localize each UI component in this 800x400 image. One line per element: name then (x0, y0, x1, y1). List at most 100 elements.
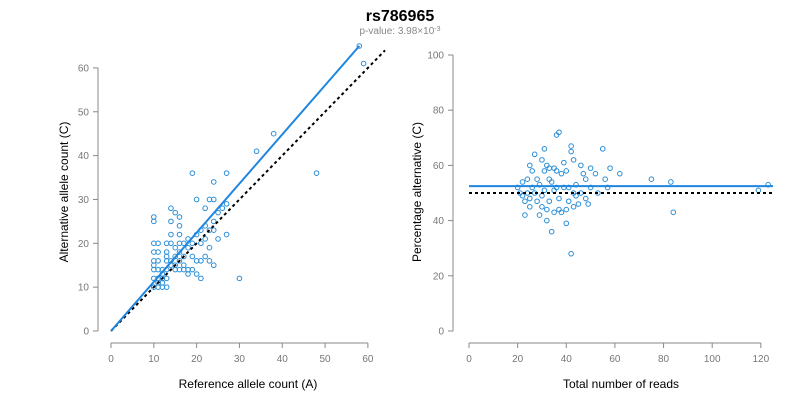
allele-y-tick-label: 30 (78, 195, 90, 206)
allele-y-tick-label: 10 (78, 283, 90, 294)
allele-data-point (176, 222, 183, 229)
allele-data-point (223, 170, 230, 176)
allele-data-point (193, 196, 200, 203)
allele-data-point (360, 60, 367, 67)
percentage-data-point (539, 192, 545, 199)
percentage-data-point (575, 201, 582, 207)
percentage-data-point (565, 198, 572, 205)
allele-data-point (210, 196, 217, 203)
p-value-exponent: -3 (434, 26, 440, 33)
percentage-data-point (522, 212, 528, 218)
percentage-data-point (548, 179, 555, 185)
percentage-x-tick-label: 60 (609, 354, 621, 365)
percentage-data-point (568, 143, 574, 149)
allele-data-point (151, 266, 157, 273)
allele-x-tick-label: 20 (191, 354, 203, 365)
percentage-data-point (585, 201, 591, 207)
allele-data-point (210, 179, 217, 185)
allele-data-point (163, 249, 170, 255)
allele-data-point (176, 231, 183, 238)
p-value-text: p-value: 3.98×10 (359, 26, 434, 37)
allele-y-tick-label: 20 (78, 239, 90, 250)
percentage-data-point (548, 228, 555, 235)
percentage-data-point (544, 217, 550, 224)
percentage-data-point (561, 159, 567, 166)
percentage-data-point (570, 157, 577, 163)
allele-data-point (172, 209, 179, 216)
allele-data-point (210, 218, 217, 225)
percentage-data-point (607, 165, 613, 171)
percentage-data-point (648, 176, 655, 182)
percentage-panel: 0 20 40 60 80 100 120 0 20 40 60 80 100 Total number … (410, 51, 773, 391)
percentage-data-point (563, 220, 570, 227)
allele-data-point (155, 240, 161, 247)
percentage-data-point (599, 146, 606, 152)
allele-y-tick-label: 60 (78, 63, 90, 74)
percentage-data-point (527, 195, 533, 202)
percentage-data-point (524, 176, 531, 182)
allele-data-point (215, 209, 221, 216)
percentage-data-point (527, 162, 533, 169)
percentage-data-point (602, 176, 608, 182)
allele-data-point (168, 218, 174, 225)
allele-y-tick-label: 0 (83, 327, 89, 338)
percentage-data-point (539, 157, 545, 163)
chart-title: rs786965 (366, 8, 435, 25)
percentage-data-point (553, 168, 560, 174)
percentage-data-point (563, 168, 570, 174)
allele-x-tick-label: 30 (234, 354, 246, 365)
percentage-data-point (531, 151, 538, 158)
allele-data-point (185, 244, 191, 251)
percentage-data-point (558, 170, 565, 177)
allele-data-point (189, 266, 196, 273)
allele-data-point (151, 218, 157, 225)
allele-data-point (155, 258, 161, 264)
allele-data-point (253, 148, 260, 155)
allele-data-point (356, 43, 363, 49)
percentage-data-point (558, 209, 565, 216)
chart-subtitle: p-value: 3.98×10-3 (359, 26, 440, 38)
percentage-data-point (568, 148, 574, 155)
allele-count-panel: 0 10 20 30 40 50 60 0 10 20 30 40 50 60 Reference alle… (57, 43, 386, 391)
allele-data-point (236, 275, 243, 282)
percentage-x-tick-label: 80 (658, 354, 670, 365)
percentage-data-point (536, 212, 543, 218)
percentage-x-tick-label: 0 (466, 354, 472, 365)
percentage-data-point (582, 176, 589, 182)
allele-x-tick-label: 60 (362, 354, 374, 365)
allele-y-tick-label: 50 (78, 107, 90, 118)
allele-x-tick-label: 40 (277, 354, 289, 365)
allele-data-point (176, 214, 183, 220)
percentage-data-point (522, 198, 528, 205)
allele-data-point (189, 240, 196, 247)
allele-y-axis-label: Alternative allele count (C) (57, 122, 71, 263)
allele-x-axis-label: Reference allele count (A) (179, 377, 318, 391)
allele-data-point (206, 244, 213, 251)
percentage-y-tick-label: 60 (433, 161, 445, 172)
allele-data-point (163, 275, 170, 282)
allele-data-point (202, 253, 208, 260)
percentage-data-point (580, 170, 587, 177)
percentage-y-tick-label: 80 (433, 106, 445, 117)
percentage-data-point (529, 168, 536, 174)
percentage-data-point (582, 195, 589, 202)
percentage-data-point (534, 176, 540, 182)
percentage-data-point (541, 187, 548, 194)
percentage-data-point (578, 162, 584, 169)
allele-data-point (185, 271, 191, 277)
percentage-y-tick-label: 20 (433, 271, 445, 282)
percentage-data-point (541, 146, 548, 152)
allele-data-point (223, 201, 230, 207)
allele-data-point (168, 240, 174, 247)
percentage-x-tick-label: 100 (704, 354, 721, 365)
allele-data-point (270, 130, 277, 137)
percentage-data-point (668, 179, 674, 185)
percentage-x-tick-label: 20 (512, 354, 524, 365)
allele-data-point (215, 236, 221, 242)
percentage-data-point (556, 129, 562, 136)
allele-data-point (198, 275, 204, 282)
allele-data-point (189, 170, 196, 176)
percentage-data-point (527, 204, 533, 210)
percentage-data-point (544, 206, 550, 213)
